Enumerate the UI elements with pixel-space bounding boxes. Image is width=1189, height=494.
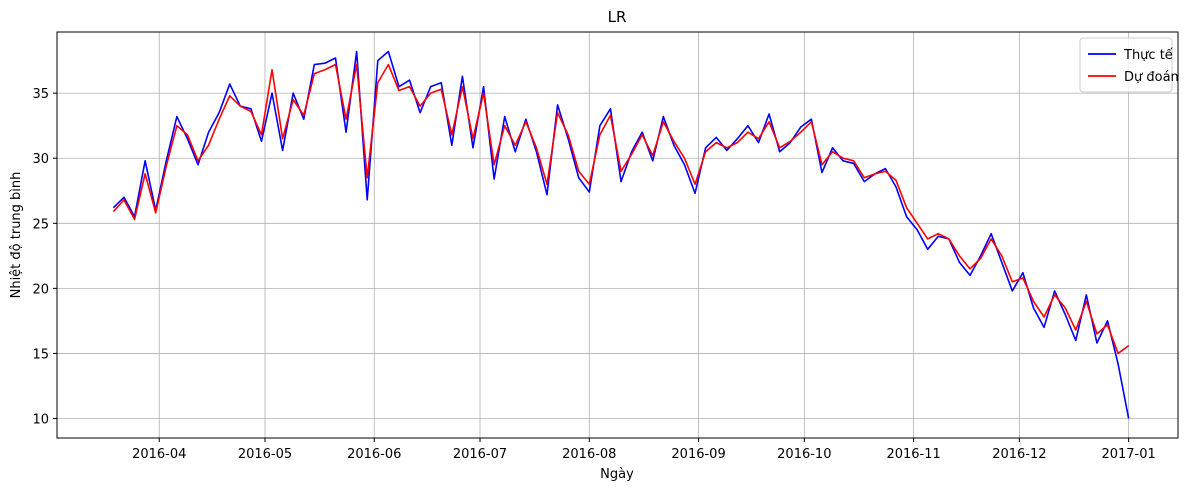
legend-label: Dự đoán [1124, 70, 1179, 85]
legend: Thực tế Dự đoán [1079, 37, 1179, 93]
x-tick-label: 2016-04 [132, 447, 186, 462]
data-line [112, 50, 1130, 419]
grid [57, 32, 1178, 438]
x-tick-label: 2016-05 [238, 447, 292, 462]
x-tick-label: 2016-07 [453, 447, 507, 462]
y-tick-label: 20 [32, 282, 49, 297]
y-tick-label: 30 [32, 152, 49, 167]
y-tick-label: 25 [32, 217, 49, 232]
legend-label: Thực tế [1123, 48, 1173, 63]
x-tick-label: 2016-12 [992, 447, 1046, 462]
data-line [112, 63, 1130, 355]
y-tick-label: 35 [32, 87, 49, 102]
axes-frame [56, 31, 1179, 439]
plot-area [112, 50, 1130, 419]
legend-box [1079, 37, 1173, 93]
x-tick-label: 2017-01 [1101, 447, 1155, 462]
y-tick-label: 15 [32, 347, 49, 362]
x-tick-label: 2016-06 [347, 447, 401, 462]
x-tick-label: 2016-11 [886, 447, 940, 462]
chart-title: LR [608, 8, 627, 26]
x-axis-label: Ngày [600, 467, 634, 482]
x-tick-label: 2016-10 [777, 447, 831, 462]
y-axis-label: Nhiệt độ trung bình [9, 172, 24, 299]
y-tick-label: 10 [32, 412, 49, 427]
x-tick-label: 2016-09 [671, 447, 725, 462]
x-tick-label: 2016-08 [562, 447, 616, 462]
